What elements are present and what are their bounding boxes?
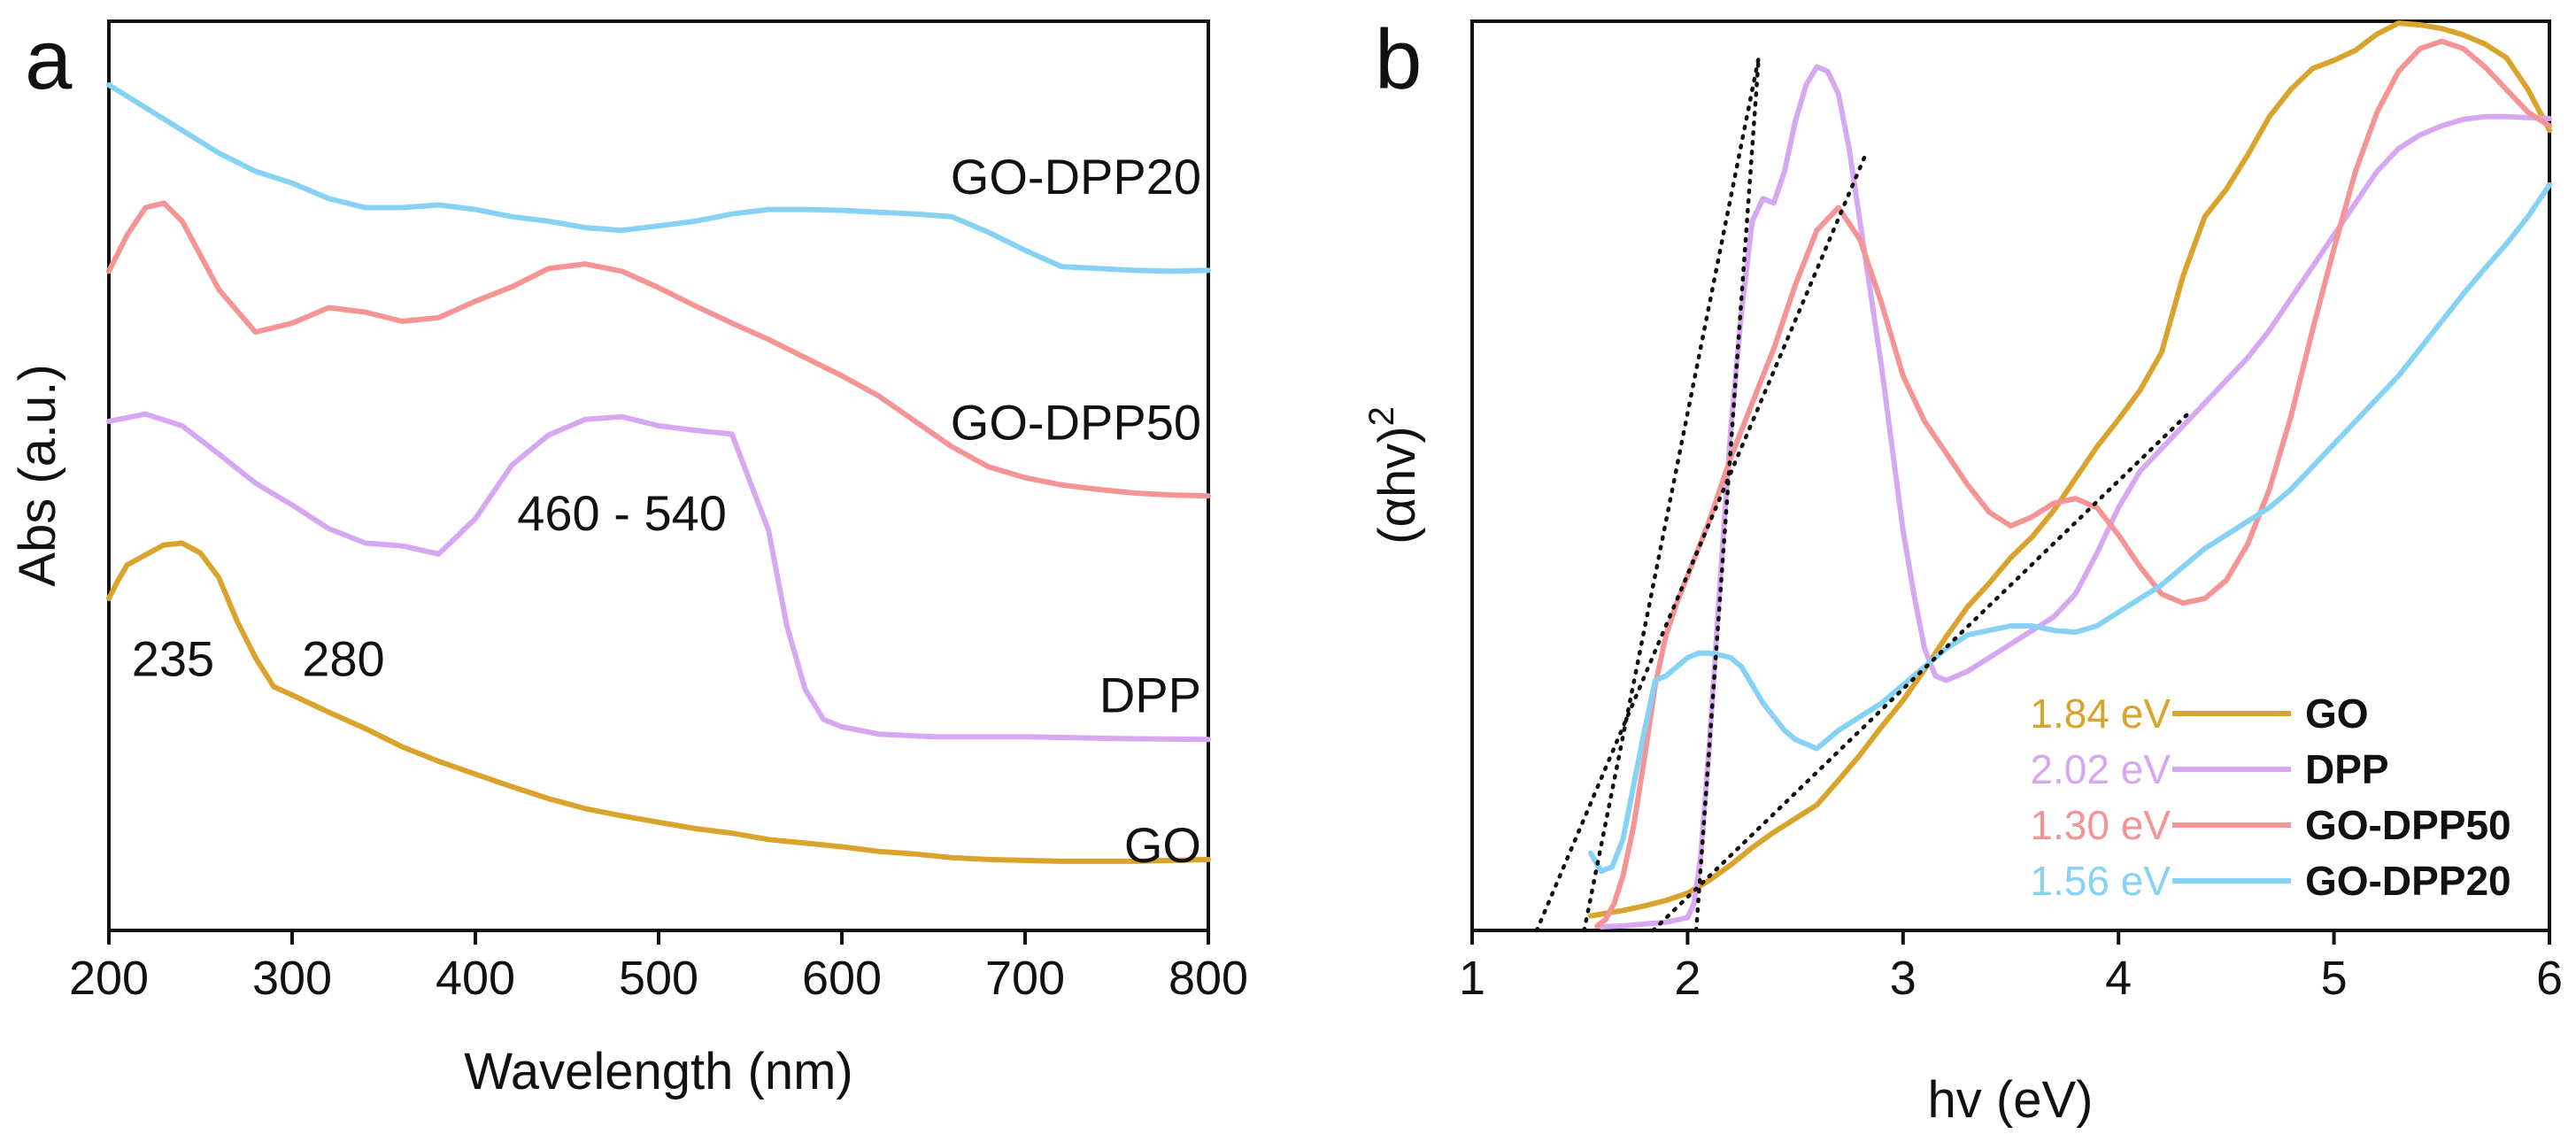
panel-a-series-label-go-dpp20: GO-DPP20 — [951, 149, 1201, 204]
panel-a-labels: GO-DPP20 GO-DPP50 DPP GO 460 - 540 235 280 — [132, 149, 1201, 873]
panel-a-letter: a — [25, 12, 73, 107]
panel-a-x-tick-label: 400 — [436, 952, 515, 1005]
panel-b-series-go — [1587, 20, 2552, 919]
panel-a-x-axis-title: Wavelength (nm) — [464, 1043, 852, 1100]
panel-b-y-axis-title: (αhv)2 — [1362, 406, 1426, 544]
panel-a-peak-annotation: 280 — [302, 630, 384, 686]
panel-b-x-tick-label: 3 — [1890, 952, 1917, 1005]
panel-b-x-tick-label: 4 — [2105, 952, 2132, 1005]
legend-bandgap-go: 1.84 eV — [2030, 691, 2171, 737]
panel-b-tangent-fit-line — [1693, 55, 1761, 933]
panel-a-series-go-dpp50 — [106, 200, 1211, 499]
panel-b-x-tick-label: 1 — [1459, 952, 1485, 1005]
panel-a-x-tick-label: 500 — [619, 952, 698, 1005]
panel-a-series-go-dpp20 — [106, 81, 1211, 274]
panel-b-tangent-fit-line — [1534, 155, 1867, 933]
panel-b-legend: 1.84 eV GO 2.02 eV DPP 1.30 eV GO-DPP50 1.56 e… — [2030, 691, 2510, 904]
panel-b-series-go-dpp20 — [1587, 181, 2552, 875]
panel-b-x-ticks: 1 2 3 4 5 6 — [1459, 930, 2563, 1005]
panel-b-fit-lines — [1534, 55, 2192, 933]
panel-a-series-go — [106, 540, 1211, 864]
panel-b-x-tick-label: 5 — [2321, 952, 2348, 1005]
panel-a-x-tick-label: 800 — [1168, 952, 1248, 1005]
panel-a-curves — [106, 81, 1211, 864]
panel-b-x-tick-label: 2 — [1674, 952, 1701, 1005]
panel-b-x-tick-label: 6 — [2536, 952, 2563, 1005]
legend-bandgap-go-dpp50: 1.30 eV — [2030, 802, 2171, 848]
panel-a-peak-annotation: 235 — [132, 630, 214, 686]
legend-label-go-dpp20: GO-DPP20 — [2305, 858, 2511, 904]
panel-a-x-tick-label: 200 — [69, 952, 149, 1005]
panel-a-series-label-go-dpp50: GO-DPP50 — [951, 394, 1201, 450]
panel-a-series-label-dpp: DPP — [1099, 667, 1201, 723]
panel-a-x-tick-label: 600 — [802, 952, 882, 1005]
panel-b: b 1 2 3 4 5 6 1.84 eV GO 2.02 eV DPP 1.30 eV GO-DP… — [1362, 12, 2563, 1129]
panel-a-x-tick-label: 700 — [985, 952, 1065, 1005]
legend-bandgap-go-dpp20: 1.56 eV — [2030, 858, 2171, 904]
legend-bandgap-dpp: 2.02 eV — [2030, 746, 2171, 792]
legend-label-go: GO — [2305, 691, 2369, 737]
panel-a: a 200 300 400 500 600 700 800 GO-DPP20 GO-DPP50… — [9, 12, 1248, 1100]
legend-label-go-dpp50: GO-DPP50 — [2305, 802, 2511, 848]
panel-a-series-dpp — [106, 411, 1211, 743]
panel-a-series-label-go: GO — [1124, 817, 1201, 873]
panel-a-x-ticks: 200 300 400 500 600 700 800 — [69, 930, 1248, 1005]
panel-b-x-axis-title: hv (eV) — [1928, 1071, 2094, 1129]
panel-b-y-axis-title-base: (αhv) — [1369, 426, 1426, 544]
panel-b-tangent-fit-line — [1582, 55, 1761, 933]
panel-b-letter: b — [1375, 12, 1422, 107]
panel-a-x-tick-label: 300 — [252, 952, 332, 1005]
panel-a-y-axis-title: Abs (a.u.) — [9, 364, 66, 586]
legend-label-dpp: DPP — [2305, 746, 2389, 792]
panel-a-peak-annotation: 460 - 540 — [517, 485, 727, 541]
panel-b-y-axis-title-superscript: 2 — [1362, 406, 1401, 426]
panel-b-plot-frame — [1470, 19, 2551, 932]
panel-b-tangent-fit-line — [1651, 410, 2192, 933]
